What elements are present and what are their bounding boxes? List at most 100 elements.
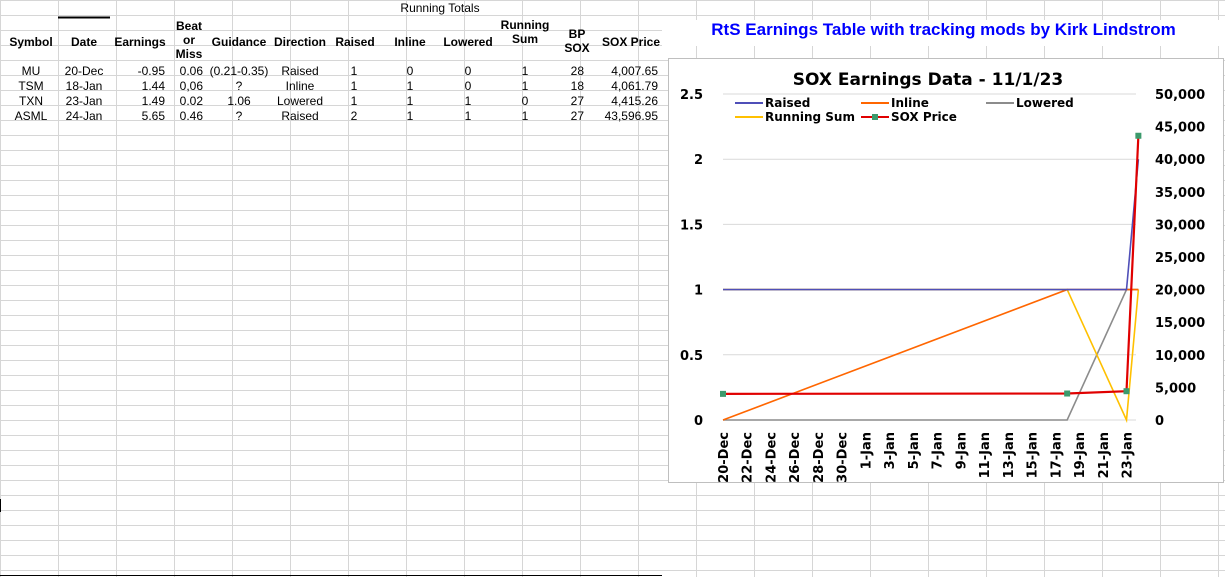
header-or-line: or <box>183 33 195 47</box>
cell-lowered[interactable]: 1 <box>464 94 472 108</box>
cell-symbol[interactable]: ASML <box>14 109 48 123</box>
cell-symbol[interactable]: TXN <box>19 94 43 108</box>
x-tick-label: 11-Jan <box>978 432 993 478</box>
x-tick-label: 26-Dec <box>788 432 803 483</box>
cell-beat[interactable]: 0.46 <box>179 109 203 123</box>
cell-inline[interactable]: 0 <box>406 64 414 78</box>
cell-symbol[interactable]: TSM <box>18 79 44 93</box>
x-tick-label: 28-Dec <box>812 432 827 483</box>
cell-symbol[interactable]: MU <box>21 64 41 78</box>
cell-running-sum[interactable]: 0 <box>521 94 529 108</box>
cell-earnings[interactable]: 1.44 <box>141 79 165 93</box>
cell-raised[interactable]: 1 <box>350 79 358 93</box>
cell-inline[interactable]: 1 <box>406 94 414 108</box>
x-tick-label: 13-Jan <box>1002 432 1017 478</box>
cell-lowered[interactable]: 0 <box>464 79 472 93</box>
cell-inline[interactable]: 1 <box>406 109 414 123</box>
y-right-tick-label: 35,000 <box>1155 186 1205 201</box>
cell-raised[interactable]: 1 <box>350 64 358 78</box>
cell-date[interactable]: 18-Jan <box>65 79 103 93</box>
cell-lowered[interactable]: 1 <box>464 109 472 123</box>
cell-bp-sox[interactable]: 28 <box>570 64 584 78</box>
y-right-tick-label: 40,000 <box>1155 153 1205 168</box>
cell-earnings[interactable]: 5.65 <box>141 109 165 123</box>
header-sox-price[interactable]: SOX Price <box>601 35 661 49</box>
y-right-tick-label: 10,000 <box>1155 349 1205 364</box>
y-left-tick-label: 2.5 <box>680 88 703 103</box>
x-tick-label: 3-Jan <box>883 432 898 469</box>
header-earnings[interactable]: Earnings <box>114 35 166 49</box>
header-running-sum[interactable]: Running Sum <box>496 18 554 46</box>
legend-entry: Lowered <box>1016 96 1074 110</box>
cell-direction[interactable]: Raised <box>281 109 319 123</box>
legend-entry: Running Sum <box>765 110 855 124</box>
cell-running-sum[interactable]: 1 <box>521 109 529 123</box>
x-tick-label: 30-Dec <box>836 432 851 483</box>
header-raised[interactable]: Raised <box>335 35 375 49</box>
y-right-tick-label: 25,000 <box>1155 251 1205 266</box>
cell-raised[interactable]: 2 <box>350 109 358 123</box>
chart-svg: SOX Earnings Data - 11/1/23 0 0.5 1 1.5 2 2.5 0… <box>680 70 1205 483</box>
header-inline[interactable]: Inline <box>394 35 426 49</box>
y-left-tick-label: 0.5 <box>680 349 703 364</box>
cell-guidance[interactable]: ? <box>235 109 243 123</box>
cell-sox-price[interactable]: 4,007.65 <box>611 64 658 78</box>
y-right-tick-label: 50,000 <box>1155 88 1205 103</box>
series-marker <box>720 390 726 397</box>
x-tick-label: 15-Jan <box>1026 432 1041 478</box>
cell-guidance[interactable]: ? <box>235 79 243 93</box>
cell-sox-price[interactable]: 4,061.79 <box>611 79 658 93</box>
cell-earnings[interactable]: 1.49 <box>141 94 165 108</box>
cell-bp-sox[interactable]: 18 <box>570 79 584 93</box>
cell-beat[interactable]: 0.02 <box>179 94 203 108</box>
cell-direction[interactable]: Lowered <box>276 94 324 108</box>
cell-bp-sox[interactable]: 27 <box>570 109 584 123</box>
legend-entry: Inline <box>891 96 929 110</box>
cell-running-sum[interactable]: 1 <box>521 79 529 93</box>
cell-sox-price[interactable]: 43,596.95 <box>604 109 658 123</box>
cell-direction[interactable]: Raised <box>281 64 319 78</box>
y-left-tick-label: 1.5 <box>680 218 703 233</box>
cell-beat[interactable]: 0,06 <box>179 79 203 93</box>
cell-earnings[interactable]: -0.95 <box>137 64 165 78</box>
chart[interactable]: SOX Earnings Data - 11/1/23 0 0.5 1 1.5 2 2.5 0… <box>668 58 1224 483</box>
header-bp-line: BP <box>568 27 586 41</box>
y-right-tick-label: 20,000 <box>1155 284 1205 299</box>
cell-date[interactable]: 23-Jan <box>65 94 103 108</box>
cell-guidance[interactable]: (0.21-0.35) <box>209 64 269 78</box>
cell-lowered[interactable]: 0 <box>464 64 472 78</box>
header-symbol[interactable]: Symbol <box>9 35 53 49</box>
header-beat-or-miss[interactable]: Beat or Miss <box>170 19 208 61</box>
cell-sox-price[interactable]: 4,415.26 <box>611 94 658 108</box>
cell-date[interactable]: 24-Jan <box>65 109 103 123</box>
header-guidance[interactable]: Guidance <box>211 35 267 49</box>
x-tick-label: 21-Jan <box>1097 432 1112 478</box>
legend-marker <box>872 114 878 120</box>
cell-bp-sox[interactable]: 27 <box>570 94 584 108</box>
x-tick-label: 20-Dec <box>717 432 732 483</box>
series-line-raised <box>723 159 1140 291</box>
header-beat-line: Beat <box>175 19 202 33</box>
y-right-tick-label: 0 <box>1155 414 1164 429</box>
cell-direction[interactable]: Inline <box>285 79 315 93</box>
cell-running-sum[interactable]: 1 <box>521 64 529 78</box>
header-direction[interactable]: Direction <box>273 35 326 49</box>
header-running-line: Running <box>500 18 550 32</box>
header-bp-sox[interactable]: BP SOX <box>554 27 600 55</box>
series-marker <box>1135 132 1142 139</box>
y-right-tick-label: 5,000 <box>1155 381 1196 396</box>
y-left-tick-label: 2 <box>694 153 703 168</box>
cell-date[interactable]: 20-Dec <box>64 64 104 78</box>
header-lowered[interactable]: Lowered <box>443 35 493 49</box>
cell-raised[interactable]: 1 <box>350 94 358 108</box>
y-right-tick-label: 15,000 <box>1155 316 1205 331</box>
cell-inline[interactable]: 1 <box>406 79 414 93</box>
running-totals-label: Running Totals <box>400 1 480 15</box>
banner-title[interactable]: RtS Earnings Table with tracking mods by… <box>662 20 1225 46</box>
x-tick-label: 5-Jan <box>907 432 922 469</box>
x-tick-label: 17-Jan <box>1049 432 1064 478</box>
cell-guidance[interactable]: 1.06 <box>227 94 251 108</box>
header-date[interactable]: Date <box>70 35 97 49</box>
cell-beat[interactable]: 0.06 <box>179 64 203 78</box>
header-sum-line: Sum <box>511 32 538 46</box>
